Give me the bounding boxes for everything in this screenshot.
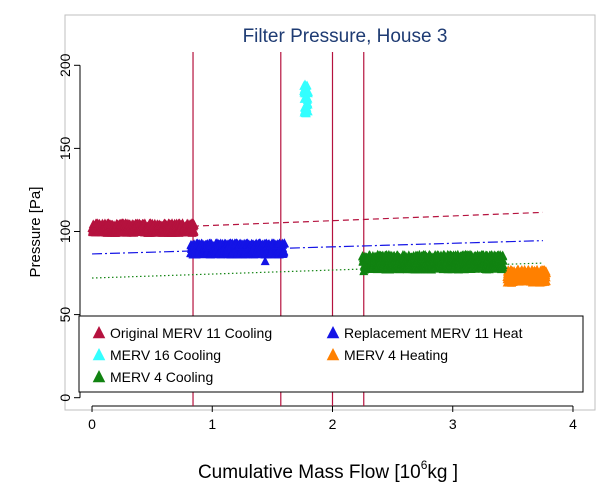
legend-item: MERV 4 Cooling: [92, 369, 213, 385]
data-point: [542, 268, 552, 278]
x-axis-label-main: Cumulative Mass Flow [10: [198, 462, 421, 483]
data-point: [303, 93, 313, 103]
legend-item: MERV 16 Cooling: [92, 347, 221, 363]
legend-label: Replacement MERV 11 Heat: [344, 325, 523, 341]
x-axis-label: Cumulative Mass Flow [106kg ]: [198, 458, 458, 483]
data-point: [189, 226, 199, 235]
data-point: [189, 220, 199, 229]
series-points: [87, 218, 199, 237]
legend: Original MERV 11 Cooling Replacement MERV…: [78, 315, 584, 393]
series-points: [358, 249, 508, 274]
trend-line: [92, 240, 543, 255]
x-tick-label: 4: [569, 416, 577, 432]
legend-marker: [92, 326, 106, 339]
data-point: [260, 256, 270, 266]
legend-label: MERV 4 Heating: [344, 347, 448, 363]
y-tick-label: 150: [57, 137, 73, 161]
data-point: [302, 80, 312, 90]
x-axis-label-unit: kg ]: [427, 462, 458, 483]
y-tick-label: 100: [57, 220, 73, 244]
data-point: [498, 255, 508, 265]
x-tick-label: 2: [329, 416, 337, 432]
legend-marker: [326, 348, 340, 361]
legend-marker: [92, 370, 106, 383]
legend-label: MERV 4 Cooling: [110, 369, 213, 385]
x-tick-label: 3: [449, 416, 457, 432]
trend-lines: [92, 211, 543, 279]
legend-label: MERV 16 Cooling: [110, 347, 221, 363]
data-point: [279, 246, 289, 256]
chart-title: Filter Pressure, House 3: [243, 26, 448, 47]
y-axis-label: Pressure [Pa]: [27, 187, 44, 278]
legend-item: Replacement MERV 11 Heat: [326, 325, 523, 341]
legend-label: Original MERV 11 Cooling: [110, 325, 272, 341]
y-tick-label: 0: [57, 394, 73, 402]
plot-frame: [64, 14, 596, 411]
data-point: [498, 251, 508, 261]
data-points: [87, 79, 552, 287]
legend-marker: [92, 348, 106, 361]
x-tick-label: 1: [208, 416, 216, 432]
legend-item: Original MERV 11 Cooling: [92, 325, 272, 341]
series-points: [502, 264, 552, 287]
data-point: [303, 99, 313, 109]
data-point: [279, 238, 289, 248]
y-tick-label: 200: [57, 53, 73, 77]
y-tick-label: 50: [57, 307, 73, 323]
x-axis-label-exponent: 6: [421, 458, 428, 472]
trend-line: [193, 211, 543, 227]
series-points: [186, 238, 289, 259]
data-point: [359, 266, 369, 276]
legend-marker: [326, 326, 340, 339]
series-points: [299, 79, 313, 118]
legend-item: MERV 4 Heating: [326, 347, 448, 363]
data-point: [303, 106, 313, 116]
data-point: [541, 276, 551, 286]
data-point: [303, 87, 313, 96]
x-tick-label: 0: [88, 416, 96, 432]
